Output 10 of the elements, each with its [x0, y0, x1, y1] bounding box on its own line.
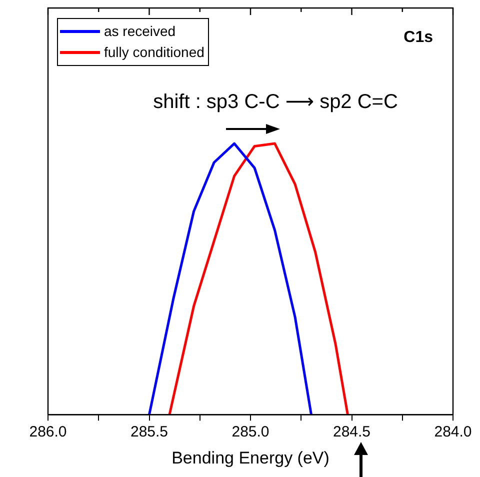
- text: C1s: [404, 29, 434, 46]
- x-tick-label: 286.0: [29, 424, 67, 441]
- x-tick-label: 284.5: [332, 424, 371, 441]
- x-tick-label: 285.0: [232, 424, 270, 441]
- x-tick-label: 284.0: [434, 424, 472, 441]
- legend-label: as received: [104, 22, 176, 41]
- x-axis-title: Bending Energy (eV): [172, 448, 330, 468]
- text: shift : sp3 C-C ⟶ sp2 C=C: [153, 91, 398, 113]
- legend-label: fully conditioned: [104, 43, 204, 62]
- x-tick-label: 285.5: [130, 424, 168, 441]
